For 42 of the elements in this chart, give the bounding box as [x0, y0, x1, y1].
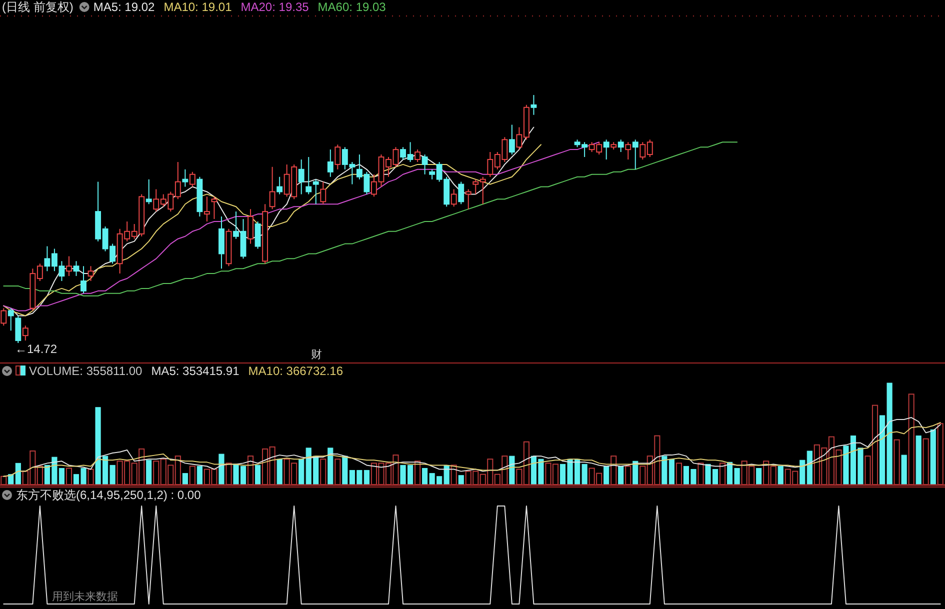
bar: [632, 460, 638, 485]
bar: [320, 458, 326, 486]
bar: [276, 458, 282, 485]
bar: [719, 462, 726, 485]
bar: [618, 466, 624, 485]
legend: VOLUME: 355811.00 MA5: 353415.91 MA10: 366732.16: [16, 364, 344, 378]
legend: 东方不败选(6,14,95,250,1,2) : 0.00: [16, 488, 201, 502]
bar: [66, 468, 72, 485]
bar: [254, 464, 261, 485]
bar: [182, 473, 188, 485]
bar: [509, 456, 515, 485]
bar: [916, 436, 922, 485]
bar: [414, 460, 421, 485]
bar: [930, 429, 936, 485]
bar: [922, 438, 929, 485]
bar: [334, 458, 341, 486]
bar: [146, 460, 152, 485]
chart-title: (日线 前复权): [2, 0, 74, 14]
bar: [610, 456, 617, 485]
text: 财: [311, 348, 322, 361]
bar: [196, 466, 202, 485]
bar: [756, 468, 762, 485]
bar: [676, 462, 682, 485]
bar: [218, 454, 224, 485]
legend: MA5: 19.02 MA10: 19.01 MA20: 19.35 MA60: 19.03: [93, 0, 386, 14]
legend-label: VOLUME: 355811.00: [29, 364, 143, 378]
bar: [894, 439, 900, 485]
bar: [247, 456, 254, 485]
bar: [328, 448, 334, 485]
bar: [937, 423, 944, 485]
bar: [908, 394, 914, 485]
bar: [698, 462, 704, 485]
bar: [901, 454, 907, 485]
annotation: ←14.72: [15, 342, 58, 356]
bar: [625, 466, 632, 485]
annotation: 用到未来数据: [52, 590, 118, 603]
bar: [189, 466, 196, 485]
bar: [604, 466, 610, 485]
bar: [226, 462, 232, 485]
bar: [778, 466, 784, 485]
bar: [88, 468, 94, 485]
bar: [458, 475, 464, 485]
